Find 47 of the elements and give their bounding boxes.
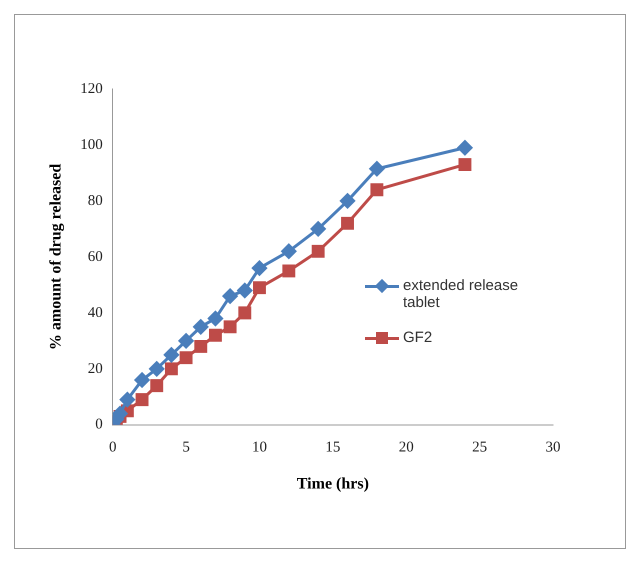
point (136, 393, 149, 406)
point (281, 244, 296, 259)
x-tick-label: 5 (182, 440, 190, 456)
x-tick-label: 25 (472, 440, 488, 456)
point (369, 161, 384, 176)
legend-label: GF2 (403, 329, 432, 346)
y-axis-title: % amount of drug released (48, 164, 65, 350)
point (312, 244, 325, 258)
point (310, 221, 326, 236)
point (341, 216, 354, 230)
point (224, 320, 237, 334)
point (208, 310, 223, 326)
point (282, 264, 296, 278)
point (222, 288, 238, 304)
point (238, 306, 252, 320)
point (164, 362, 178, 376)
point (120, 392, 135, 408)
x-tick-label: 15 (325, 440, 340, 456)
point (370, 183, 384, 196)
x-tick-label: 10 (252, 440, 267, 456)
point (458, 158, 472, 172)
point (180, 351, 193, 364)
x-tick-label: 30 (546, 440, 560, 456)
y-tick-label: 60 (88, 248, 103, 265)
point (237, 282, 252, 298)
point (150, 379, 164, 392)
x-axis-title: Time (hrs) (296, 476, 369, 493)
point (193, 319, 208, 334)
y-tick-label: 120 (80, 80, 103, 97)
point (164, 347, 179, 362)
point (134, 372, 150, 388)
y-tick-label: 20 (88, 360, 103, 377)
point (149, 361, 164, 376)
point (208, 328, 222, 342)
y-tick-label: 80 (88, 192, 103, 209)
y-tick-label: 40 (88, 304, 103, 321)
y-tick-label: 0 (95, 416, 103, 433)
x-tick-label: 0 (108, 440, 116, 456)
point (253, 281, 266, 294)
point (340, 193, 356, 208)
point (252, 260, 267, 276)
x-tick-label: 20 (398, 440, 414, 456)
point (178, 333, 194, 348)
point (457, 140, 472, 156)
y-tick-label: 100 (80, 136, 103, 153)
legend-label: extended release tablet (403, 277, 520, 311)
point (194, 340, 208, 353)
